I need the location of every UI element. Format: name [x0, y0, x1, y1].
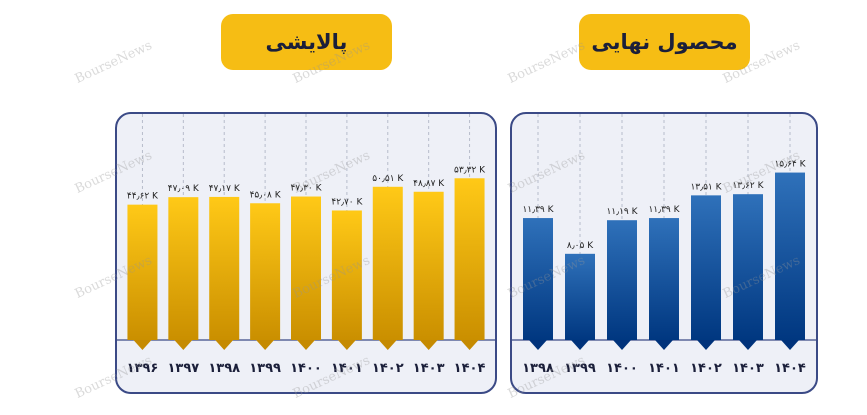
data-label-2: ۱۱٫۱۹ K — [606, 207, 638, 217]
bar-pointer-6 — [378, 340, 397, 350]
category-label-6: ۱۴۰۲ — [372, 361, 404, 376]
bar-3 — [649, 218, 679, 340]
bar-1 — [565, 253, 595, 340]
category-label-6: ۱۴۰۴ — [774, 361, 806, 376]
bar-pointer-1 — [174, 340, 193, 350]
data-label-8: ۵۳٫۳۲ K — [454, 165, 486, 175]
bar-pointer-1 — [571, 340, 589, 350]
bar-8 — [454, 178, 485, 340]
final-product-chart-title: محصول نهایی — [579, 14, 750, 70]
watermark-text: BourseNews — [505, 38, 588, 87]
bar-pointer-7 — [419, 340, 438, 350]
bar-6 — [372, 186, 403, 340]
bar-pointer-6 — [781, 340, 799, 350]
refinery-chart-panel: ۴۴٫۶۲ K ۱۳۹۶ ۴۷٫۰۹ K ۱۳۹۷ ۴۷٫۱۷ K ۱۳۹۸ ۴۵٫۰۸ K… — [115, 112, 497, 394]
bar-pointer-2 — [215, 340, 234, 350]
bar-pointer-5 — [739, 340, 757, 350]
bar-4 — [291, 196, 321, 340]
data-label-5: ۴۲٫۷۰ K — [331, 197, 363, 207]
data-label-0: ۱۱٫۳۹ K — [522, 205, 554, 215]
bar-3 — [250, 203, 281, 340]
category-label-0: ۱۳۹۸ — [522, 361, 554, 376]
bar-0 — [523, 218, 553, 340]
data-label-6: ۱۵٫۶۴ K — [774, 160, 806, 170]
bar-pointer-0 — [133, 340, 152, 350]
category-label-4: ۱۴۰۲ — [690, 361, 722, 376]
data-label-5: ۱۳٫۶۲ K — [732, 181, 764, 191]
bar-5 — [733, 194, 763, 340]
data-label-4: ۱۳٫۵۱ K — [690, 182, 722, 192]
category-label-1: ۱۳۹۹ — [564, 361, 596, 376]
bar-7 — [413, 191, 444, 340]
category-label-8: ۱۴۰۴ — [454, 361, 486, 376]
data-label-2: ۴۷٫۱۷ K — [209, 184, 241, 194]
data-label-3: ۴۵٫۰۸ K — [250, 190, 282, 200]
category-label-3: ۱۴۰۱ — [648, 361, 680, 376]
refinery-chart-title: پالایشی — [221, 14, 392, 70]
data-label-3: ۱۱٫۳۹ K — [648, 205, 680, 215]
data-label-7: ۴۸٫۸۷ K — [413, 179, 445, 189]
data-label-4: ۴۷٫۳۰ K — [290, 184, 322, 194]
bar-pointer-0 — [529, 340, 547, 350]
bar-pointer-3 — [655, 340, 673, 350]
bar-pointer-2 — [613, 340, 631, 350]
bar-2 — [607, 220, 637, 340]
category-label-1: ۱۳۹۷ — [167, 361, 199, 376]
final-product-bar-chart: ۱۱٫۳۹ K ۱۳۹۸ ۸٫۰۵ K ۱۳۹۹ ۱۱٫۱۹ K ۱۴۰۰ ۱۱٫۳۹ K ۱… — [512, 114, 816, 376]
bar-pointer-4 — [697, 340, 715, 350]
bar-pointer-8 — [460, 340, 479, 350]
category-label-4: ۱۴۰۰ — [290, 361, 322, 376]
bar-pointer-4 — [297, 340, 315, 350]
final-product-chart-panel: ۱۱٫۳۹ K ۱۳۹۸ ۸٫۰۵ K ۱۳۹۹ ۱۱٫۱۹ K ۱۴۰۰ ۱۱٫۳۹ K ۱… — [510, 112, 818, 394]
category-label-2: ۱۳۹۸ — [208, 361, 240, 376]
data-label-6: ۵۰٫۵۱ K — [372, 174, 404, 184]
refinery-bar-chart: ۴۴٫۶۲ K ۱۳۹۶ ۴۷٫۰۹ K ۱۳۹۷ ۴۷٫۱۷ K ۱۳۹۸ ۴۵٫۰۸ K… — [117, 114, 495, 376]
bar-1 — [168, 197, 199, 340]
category-label-5: ۱۴۰۳ — [732, 361, 764, 376]
data-label-0: ۴۴٫۶۲ K — [127, 192, 159, 202]
category-label-3: ۱۳۹۹ — [249, 361, 281, 376]
category-label-7: ۱۴۰۳ — [413, 361, 445, 376]
bar-4 — [691, 195, 721, 340]
bar-pointer-3 — [256, 340, 275, 350]
bar-6 — [775, 172, 805, 340]
category-label-5: ۱۴۰۱ — [331, 361, 363, 376]
category-label-0: ۱۳۹۶ — [127, 361, 159, 376]
bar-0 — [127, 204, 158, 340]
data-label-1: ۸٫۰۵ K — [567, 241, 594, 251]
category-label-2: ۱۴۰۰ — [606, 361, 638, 376]
watermark-text: BourseNews — [72, 38, 155, 87]
bar-2 — [209, 196, 240, 340]
bar-pointer-5 — [337, 340, 356, 350]
bar-5 — [331, 210, 362, 340]
data-label-1: ۴۷٫۰۹ K — [168, 184, 200, 194]
